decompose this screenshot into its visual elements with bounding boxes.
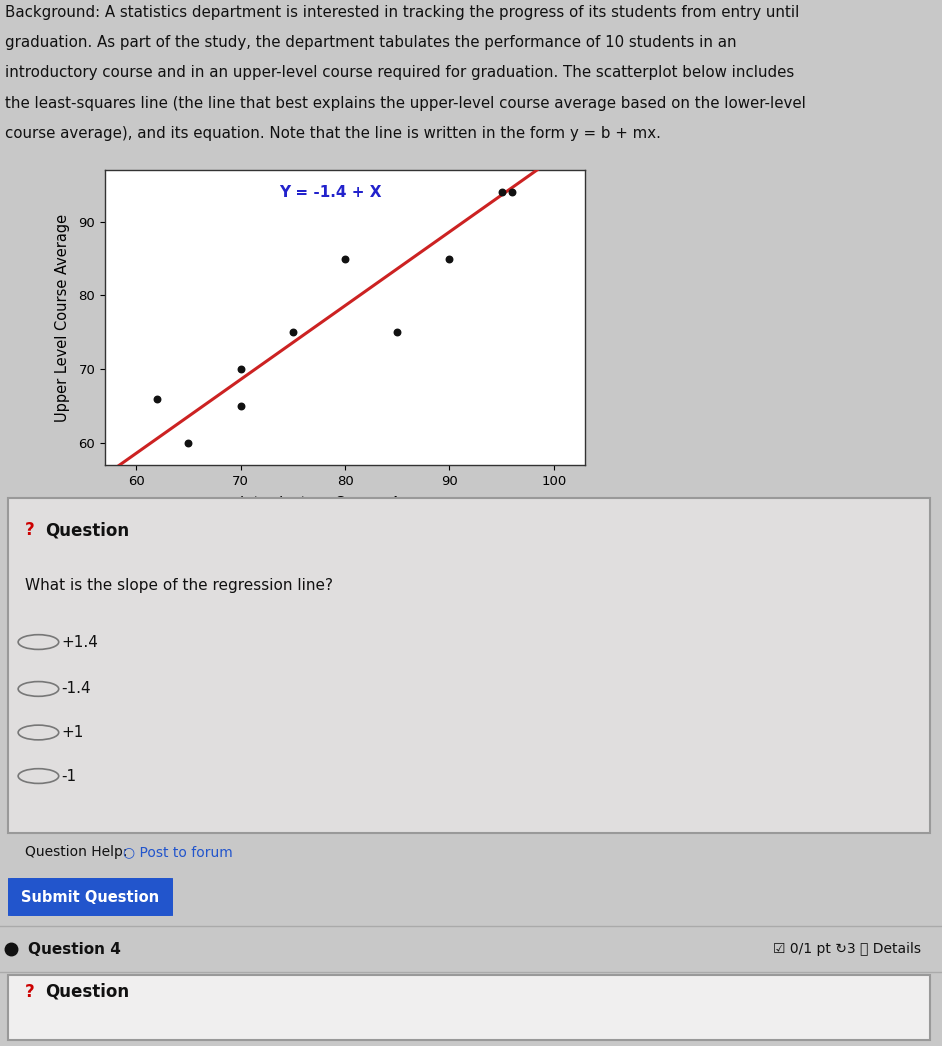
Text: +1.4: +1.4 [61, 635, 98, 650]
Text: ?: ? [24, 983, 34, 1001]
Point [337, 250, 352, 267]
Text: graduation. As part of the study, the department tabulates the performance of 10: graduation. As part of the study, the de… [5, 36, 737, 50]
Point [181, 434, 196, 451]
Text: Submit Question: Submit Question [22, 889, 159, 905]
Text: ☑ 0/1 pt ↻3 ⓘ Details: ☑ 0/1 pt ↻3 ⓘ Details [773, 942, 921, 956]
FancyBboxPatch shape [8, 975, 930, 1040]
FancyBboxPatch shape [8, 498, 930, 833]
Text: Question: Question [45, 983, 129, 1001]
Text: Y = -1.4 + X: Y = -1.4 + X [280, 185, 382, 200]
Text: -1.4: -1.4 [61, 681, 91, 697]
Text: Question: Question [45, 522, 129, 540]
Text: -1: -1 [61, 769, 76, 783]
Text: What is the slope of the regression line?: What is the slope of the regression line… [24, 578, 333, 593]
Text: Question Help:: Question Help: [24, 845, 127, 859]
Y-axis label: Upper Level Course Average: Upper Level Course Average [55, 213, 70, 422]
Point [233, 361, 248, 378]
Text: +1: +1 [61, 725, 84, 740]
Point [150, 390, 165, 407]
FancyBboxPatch shape [3, 878, 178, 916]
Point [233, 397, 248, 414]
Point [285, 324, 300, 341]
Text: Background: A statistics department is interested in tracking the progress of it: Background: A statistics department is i… [5, 5, 800, 20]
Text: the least-squares line (the line that best explains the upper-level course avera: the least-squares line (the line that be… [5, 95, 805, 111]
Point [494, 184, 509, 201]
Text: Question 4: Question 4 [28, 941, 122, 956]
X-axis label: Introductory Course Average: Introductory Course Average [239, 496, 450, 511]
Text: introductory course and in an upper-level course required for graduation. The sc: introductory course and in an upper-leve… [5, 66, 794, 81]
Point [390, 324, 405, 341]
Text: ?: ? [24, 522, 34, 540]
Point [504, 184, 519, 201]
Text: ○ Post to forum: ○ Post to forum [123, 845, 233, 859]
Point [442, 250, 457, 267]
Text: course average), and its equation. Note that the line is written in the form y =: course average), and its equation. Note … [5, 126, 661, 141]
